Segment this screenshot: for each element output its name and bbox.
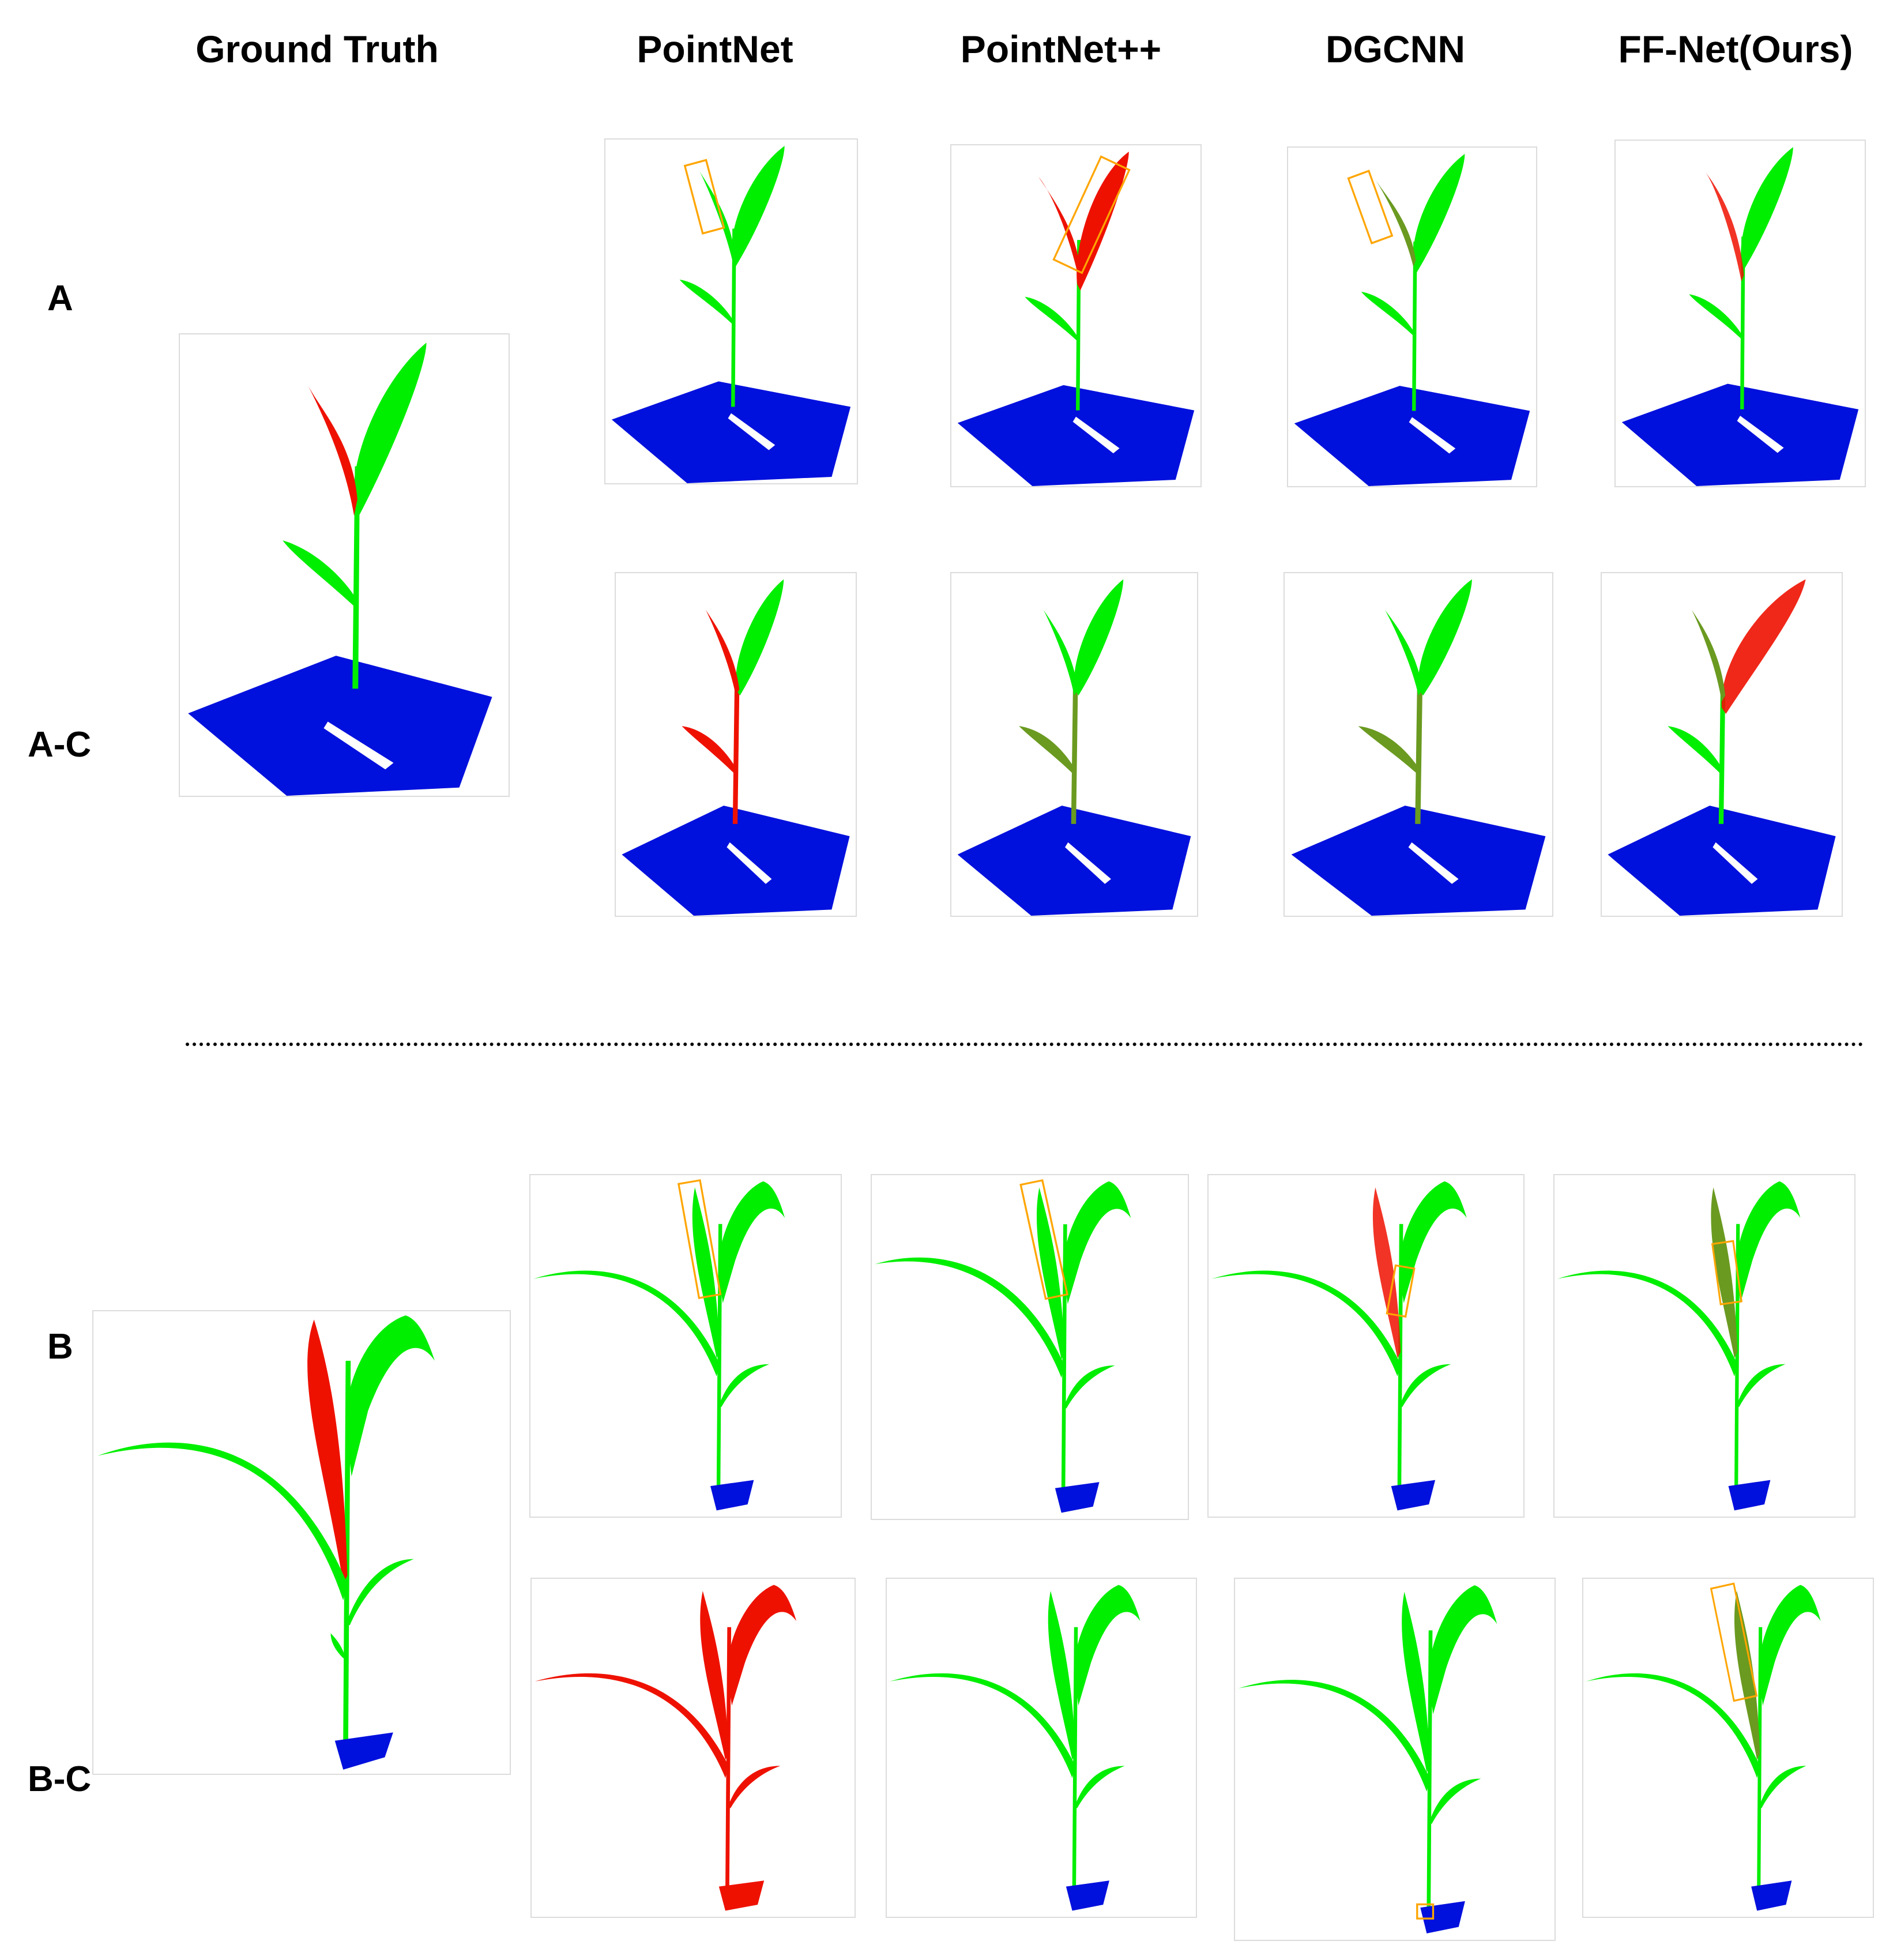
panel-a-pointnet-plus-plus <box>950 144 1202 487</box>
panel-b-pointnet-plus-plus <box>871 1174 1189 1520</box>
column-title-pointnet-plus-plus: PointNet++ <box>960 28 1162 70</box>
panel-b-pointnet <box>529 1174 842 1518</box>
row-label-a-c: A-C <box>28 725 92 765</box>
panel-b-ff-net <box>1553 1174 1855 1518</box>
panel-a-c-pointnet-plus-plus <box>950 572 1198 917</box>
column-title-pointnet: PointNet <box>637 28 793 70</box>
column-title-ff-net: FF-Net(Ours) <box>1618 28 1853 70</box>
column-title-dgcnn: DGCNN <box>1326 28 1465 70</box>
column-title-ground-truth: Ground Truth <box>195 28 439 70</box>
panel-b-c-dgcnn <box>1234 1578 1556 1941</box>
panel-b-ground-truth <box>92 1310 511 1775</box>
row-label-a: A <box>47 279 73 318</box>
panel-b-c-ff-net <box>1582 1578 1874 1918</box>
panel-a-c-pointnet <box>615 572 857 917</box>
section-divider <box>186 1043 1864 1046</box>
panel-a-c-dgcnn <box>1284 572 1553 917</box>
row-label-b: B <box>47 1327 73 1367</box>
panel-a-c-ff-net <box>1601 572 1843 917</box>
panel-a-ground-truth <box>179 333 510 797</box>
panel-b-dgcnn <box>1207 1174 1525 1518</box>
panel-b-c-pointnet-plus-plus <box>886 1578 1197 1918</box>
panel-a-dgcnn <box>1287 146 1537 487</box>
panel-a-ff-net <box>1614 140 1866 487</box>
row-label-b-c: B-C <box>28 1759 92 1799</box>
panel-b-c-pointnet <box>530 1578 856 1918</box>
panel-a-pointnet <box>604 138 858 484</box>
